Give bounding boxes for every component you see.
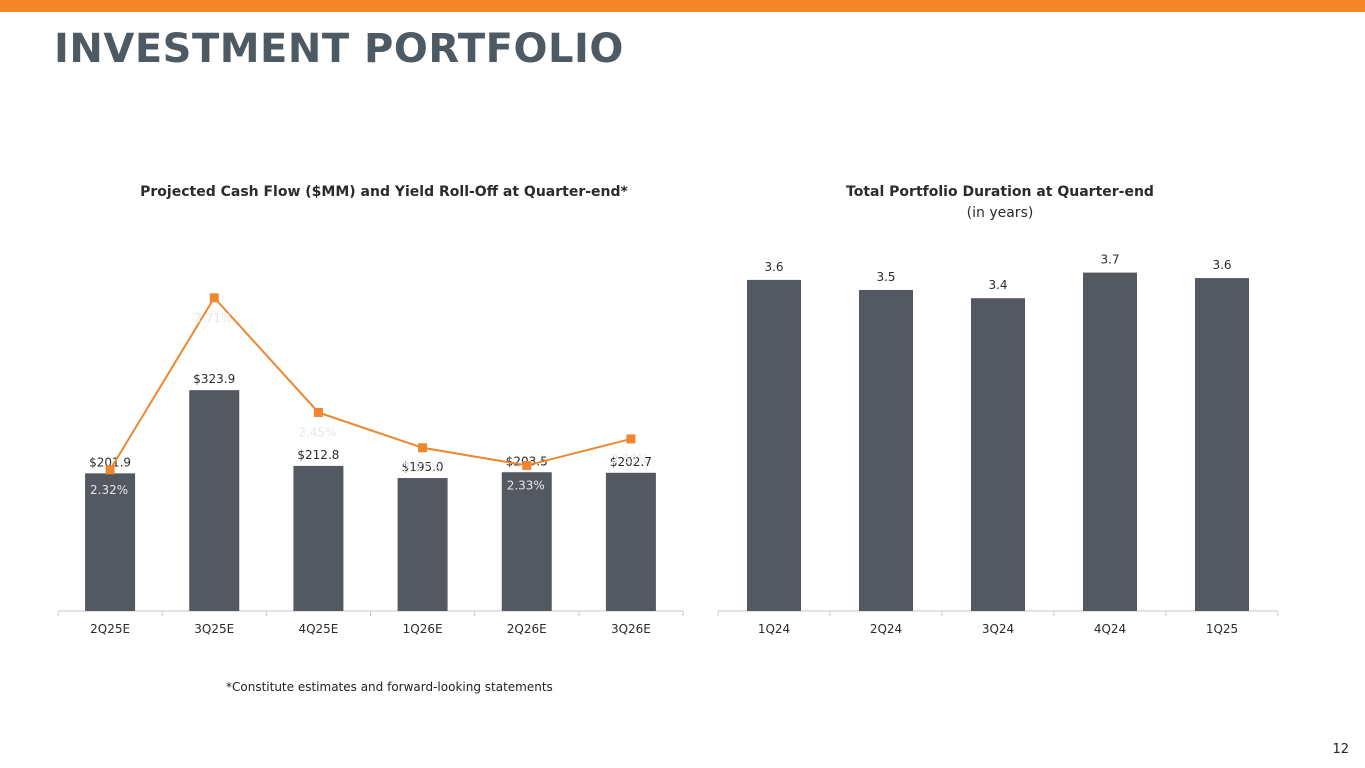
page-title: INVESTMENT PORTFOLIO xyxy=(54,26,624,72)
duration-category-label: 1Q24 xyxy=(758,622,790,636)
cash-flow-category-label: 1Q26E xyxy=(403,622,443,636)
cash-flow-bar xyxy=(293,465,344,611)
duration-category-label: 4Q24 xyxy=(1094,622,1126,636)
yield-point xyxy=(313,407,323,417)
duration-category-label: 3Q24 xyxy=(982,622,1014,636)
duration-bar xyxy=(747,279,801,611)
cash-flow-chart-title: Projected Cash Flow ($MM) and Yield Roll… xyxy=(140,184,628,200)
yield-label: 2.37% xyxy=(403,461,441,475)
cash-flow-bar-label: $323.9 xyxy=(193,372,235,386)
duration-bar-label: 3.6 xyxy=(764,260,783,274)
cash-flow-bar-label: $202.7 xyxy=(610,455,652,469)
top-accent-bar xyxy=(0,0,1365,12)
cash-flow-category-label: 4Q25E xyxy=(298,622,338,636)
page-number: 12 xyxy=(1332,742,1349,757)
yield-point xyxy=(522,460,532,470)
cash-flow-bar-label: $195.0 xyxy=(402,460,444,474)
duration-bar xyxy=(1083,272,1137,611)
yield-point xyxy=(626,434,636,444)
yield-point xyxy=(105,465,115,475)
cash-flow-bar xyxy=(501,472,552,611)
duration-bar-label: 3.7 xyxy=(1100,253,1119,267)
footnote: *Constitute estimates and forward-lookin… xyxy=(226,680,553,694)
duration-bar-label: 3.5 xyxy=(876,270,895,284)
duration-category-label: 1Q25 xyxy=(1206,622,1238,636)
cash-flow-category-label: 3Q26E xyxy=(611,622,651,636)
cash-flow-bar xyxy=(85,473,136,611)
cash-flow-bar-label: $201.9 xyxy=(89,455,131,469)
cash-flow-bar xyxy=(397,478,448,611)
duration-bar-label: 3.4 xyxy=(988,278,1007,292)
yield-point xyxy=(418,443,428,453)
yield-label: 2.32% xyxy=(90,483,128,497)
yield-label: 2.71% xyxy=(194,311,232,325)
cash-flow-category-label: 2Q26E xyxy=(507,622,547,636)
yield-label: 2.39% xyxy=(611,452,649,466)
yield-line xyxy=(109,296,632,471)
cash-flow-bar-label: $212.8 xyxy=(297,448,339,462)
yield-point xyxy=(209,293,219,303)
yield-label: 2.33% xyxy=(507,478,545,492)
cash-flow-bar xyxy=(605,472,656,611)
duration-bar xyxy=(859,289,913,611)
cash-flow-category-label: 3Q25E xyxy=(194,622,234,636)
duration-bar-label: 3.6 xyxy=(1212,258,1231,272)
duration-category-label: 2Q24 xyxy=(870,622,902,636)
duration-chart-title: Total Portfolio Duration at Quarter-end xyxy=(846,184,1154,200)
duration-chart-subtitle: (in years) xyxy=(966,205,1034,221)
duration-bar xyxy=(971,298,1025,611)
yield-label: 2.45% xyxy=(298,425,336,439)
cash-flow-bar xyxy=(189,390,240,611)
cash-flow-category-label: 2Q25E xyxy=(90,622,130,636)
duration-bar xyxy=(1195,278,1249,611)
